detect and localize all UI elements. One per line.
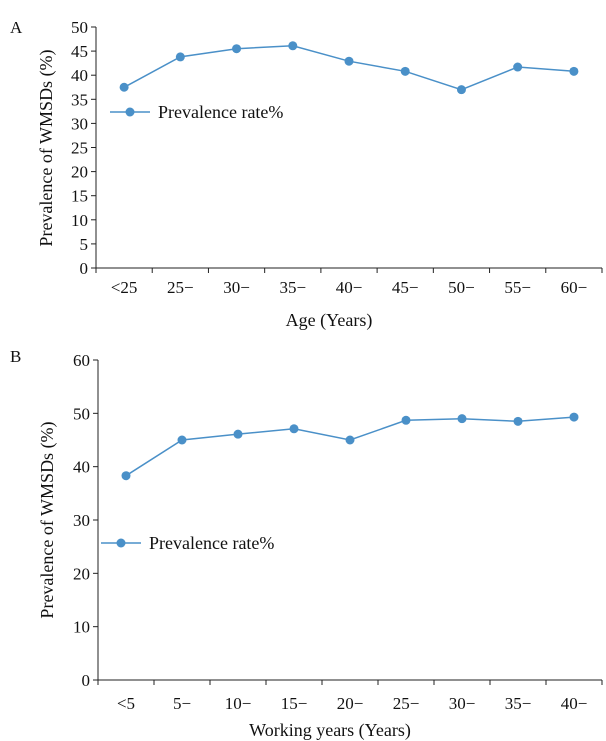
chart-b-x-tick-label: 15− [281,694,308,713]
chart-b-panel-label: B [10,347,21,366]
chart-b-x-tick-label: 35− [505,694,532,713]
chart-b-data-point [570,413,579,422]
chart-a-y-tick-label: 5 [80,235,89,254]
chart-a-data-point [569,67,578,76]
chart-a-y-axis-label: Prevalence of WMSDs (%) [36,49,57,246]
chart-a-legend-label: Prevalence rate% [158,102,283,122]
chart-a-x-tick-label: 30− [223,278,250,297]
chart-a-x-tick-label: 60− [561,278,588,297]
chart-a-legend-marker [126,108,135,117]
chart-b-x-tick-label: 30− [449,694,476,713]
chart-b-data-point [514,417,523,426]
chart-a-data-point [288,41,297,50]
chart-a-y-tick-label: 20 [71,163,88,182]
chart-a-x-tick-label: 25− [167,278,194,297]
chart-b-y-tick-label: 60 [73,351,90,370]
chart-a-data-point [345,57,354,66]
chart-b-legend-marker [117,539,126,548]
chart-a-x-axis-label: Age (Years) [286,310,373,331]
chart-b-y-tick-label: 40 [73,458,90,477]
chart-a-data-point [232,44,241,53]
chart-b-data-point [458,414,467,423]
chart-b-x-axis-label: Working years (Years) [249,720,411,741]
chart-b-data-point [234,430,243,439]
chart-a-y-tick-label: 30 [71,114,88,133]
chart-a-y-tick-label: 15 [71,187,88,206]
chart-a-series-line [124,46,574,90]
chart-a-panel-label: A [10,18,23,37]
chart-a-y-tick-label: 0 [80,259,89,278]
chart-a-x-tick-label: 35− [279,278,306,297]
chart-a-data-point [176,52,185,61]
chart-b-data-point [346,436,355,445]
chart-b-y-tick-label: 30 [73,511,90,530]
chart-b-legend-label: Prevalence rate% [149,533,274,553]
chart-a: A 0 5 10 15 20 25 30 35 40 45 50 <25 25− 30− 35− 40− 45− 5… [10,18,602,331]
chart-a-data-point [401,67,410,76]
chart-b-data-point [178,436,187,445]
chart-b-data-point [290,424,299,433]
chart-a-x-tick-label: 50− [448,278,475,297]
chart-b-x-tick-label: 20− [337,694,364,713]
chart-b-y-tick-label: 20 [73,564,90,583]
chart-b-x-tick-label: 40− [561,694,588,713]
chart-b-x-tick-label: 25− [393,694,420,713]
chart-a-y-tick-label: 10 [71,211,88,230]
chart-a-y-tick-label: 40 [71,66,88,85]
chart-a-x-tick-label: 40− [336,278,363,297]
chart-a-data-point [120,83,129,92]
chart-a-data-point [457,85,466,94]
chart-a-y-tick-label: 45 [71,42,88,61]
chart-b-data-point [122,471,131,480]
chart-b-series-line [126,417,574,476]
chart-b: B 0 10 20 30 40 50 60 <5 5− 10− 15− 20− 25− 30− 35− 40− W… [10,347,602,741]
chart-a-y-tick-label: 25 [71,139,88,158]
chart-b-x-tick-label: 10− [225,694,252,713]
chart-b-y-tick-label: 0 [82,671,91,690]
chart-a-data-point [513,63,522,72]
chart-b-y-tick-label: 10 [73,618,90,637]
chart-b-y-tick-label: 50 [73,404,90,423]
chart-b-y-axis-label: Prevalence of WMSDs (%) [37,421,58,618]
chart-a-y-tick-label: 50 [71,18,88,37]
chart-a-y-tick-label: 35 [71,90,88,109]
chart-a-x-tick-label: <25 [111,278,138,297]
chart-b-x-tick-label: 5− [173,694,191,713]
chart-b-x-tick-label: <5 [117,694,135,713]
chart-a-x-tick-label: 45− [392,278,419,297]
chart-a-x-tick-label: 55− [504,278,531,297]
chart-b-data-point [402,416,411,425]
